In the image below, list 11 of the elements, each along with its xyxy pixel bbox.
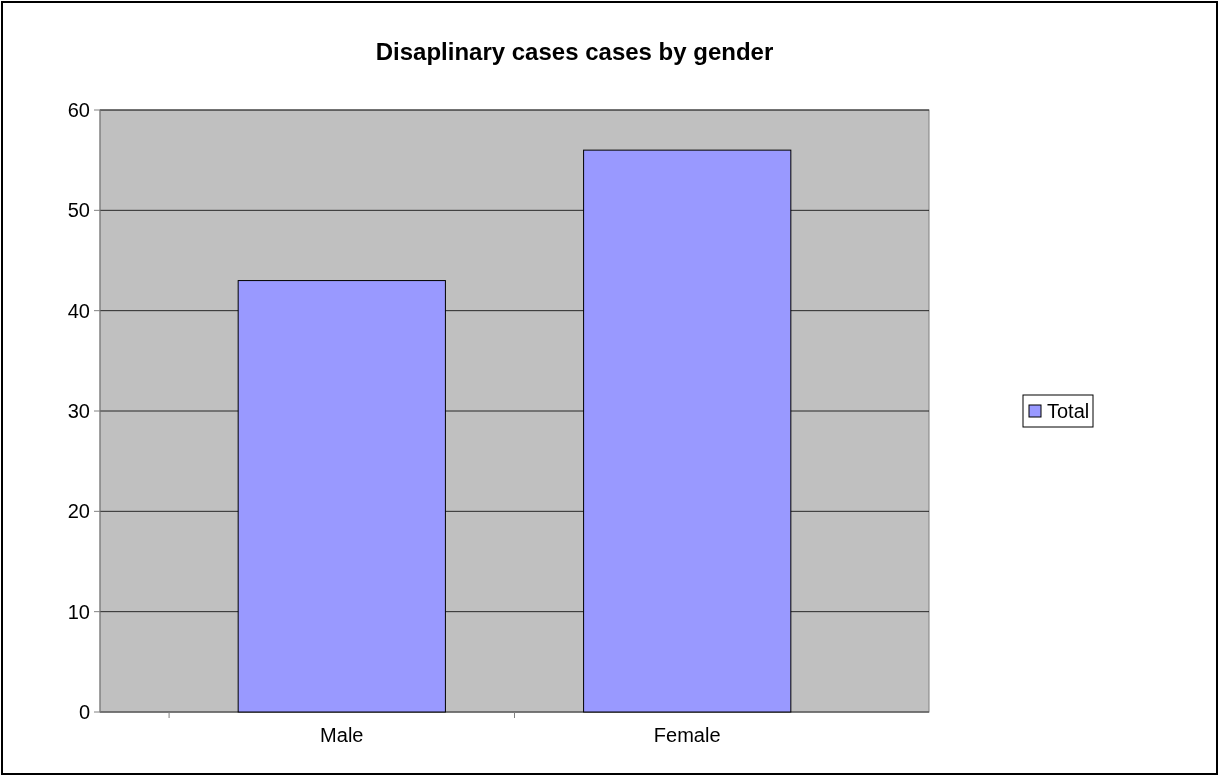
- y-tick-label: 0: [78, 701, 90, 723]
- x-tick-label: Female: [653, 724, 721, 746]
- y-tick-label: 30: [67, 400, 90, 422]
- y-tick-label: 40: [67, 299, 90, 322]
- y-tick-label: 50: [67, 199, 90, 222]
- y-tick-label: 20: [67, 500, 90, 523]
- legend-label: Total: [1047, 400, 1090, 422]
- y-tick-label: 10: [67, 600, 90, 623]
- chart-title: Disaplinary cases cases by gender: [375, 38, 774, 65]
- x-tick-label: Male: [320, 724, 364, 746]
- y-tick-label: 60: [67, 99, 90, 121]
